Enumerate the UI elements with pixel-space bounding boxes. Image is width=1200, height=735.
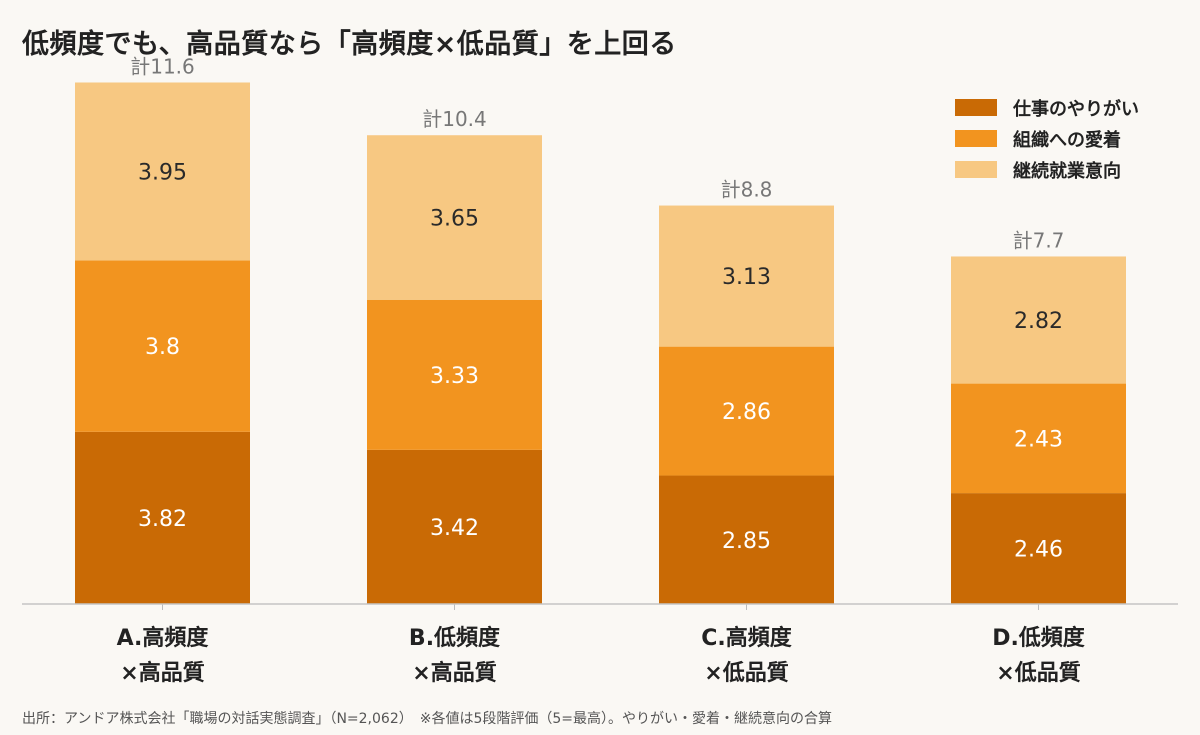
bar-segment-2-2 (659, 205, 834, 347)
legend-swatch-aichaku (955, 130, 997, 147)
legend-item-keizoku: 継続就業意向 (955, 154, 1139, 185)
value-label-1-2: 3.65 (430, 206, 479, 231)
source-note: 出所：アンドア株式会社「職場の対話実態調査」（N=2,062） ※各値は5段階評… (22, 711, 832, 727)
value-label-2-0: 2.85 (722, 529, 771, 554)
total-label-1: 計10.4 (422, 107, 487, 131)
total-label-2: 計8.8 (721, 178, 773, 202)
legend-swatch-keizoku (955, 161, 997, 178)
category-label-0-0: A.高頻度 (117, 625, 210, 651)
bar-segment-1-1 (367, 299, 542, 450)
legend-label-aichaku: 組織への愛着 (1013, 129, 1121, 151)
bar-segment-1-0 (367, 449, 542, 604)
value-label-0-2: 3.95 (138, 161, 187, 186)
legend-item-aichaku: 組織への愛着 (955, 123, 1139, 154)
value-label-3-0: 2.46 (1014, 538, 1063, 563)
value-label-3-2: 2.82 (1014, 309, 1063, 334)
legend-label-yarigai: 仕事のやりがい (1013, 98, 1139, 120)
value-label-0-0: 3.82 (138, 507, 187, 532)
value-label-3-1: 2.43 (1014, 427, 1063, 452)
bar-segment-3-2 (951, 256, 1126, 384)
chart-title: 低頻度でも、高品質なら「高頻度×低品質」を上回る (22, 29, 677, 60)
bar-segment-0-0 (75, 431, 250, 604)
category-label-3-0: D.低頻度 (992, 625, 1086, 651)
value-label-1-0: 3.42 (430, 516, 479, 541)
total-label-3: 計7.7 (1013, 228, 1065, 252)
legend-label-keizoku: 継続就業意向 (1013, 160, 1121, 182)
value-label-2-1: 2.86 (722, 400, 771, 425)
value-label-0-1: 3.8 (145, 335, 180, 360)
bar-segment-2-0 (659, 475, 834, 604)
category-label-0-1: ×高品質 (120, 660, 204, 686)
value-label-2-2: 3.13 (722, 265, 771, 290)
category-label-1-1: ×高品質 (412, 660, 496, 686)
category-label-2-0: C.高頻度 (701, 625, 793, 651)
bar-segment-0-2 (75, 82, 250, 261)
bar-segment-2-1 (659, 346, 834, 476)
legend-item-yarigai: 仕事のやりがい (955, 92, 1139, 123)
legend: 仕事のやりがい 組織への愛着 継続就業意向 (955, 92, 1139, 185)
category-label-1-0: B.低頻度 (409, 625, 501, 651)
legend-swatch-yarigai (955, 99, 997, 116)
total-label-0: 計11.6 (130, 54, 195, 78)
value-label-1-1: 3.33 (430, 364, 479, 389)
bar-segment-3-0 (951, 493, 1126, 604)
stacked-bar-chart: 3.82 3.8 3.95 計11.6 A.高頻度 ×高品質 3.42 3.33 3.65 計10… (22, 54, 1178, 686)
bar-segment-0-1 (75, 260, 250, 432)
category-label-3-1: ×低品質 (996, 661, 1080, 686)
bar-segment-1-2 (367, 135, 542, 300)
bar-segment-3-1 (951, 383, 1126, 494)
category-label-2-1: ×低品質 (704, 661, 788, 686)
